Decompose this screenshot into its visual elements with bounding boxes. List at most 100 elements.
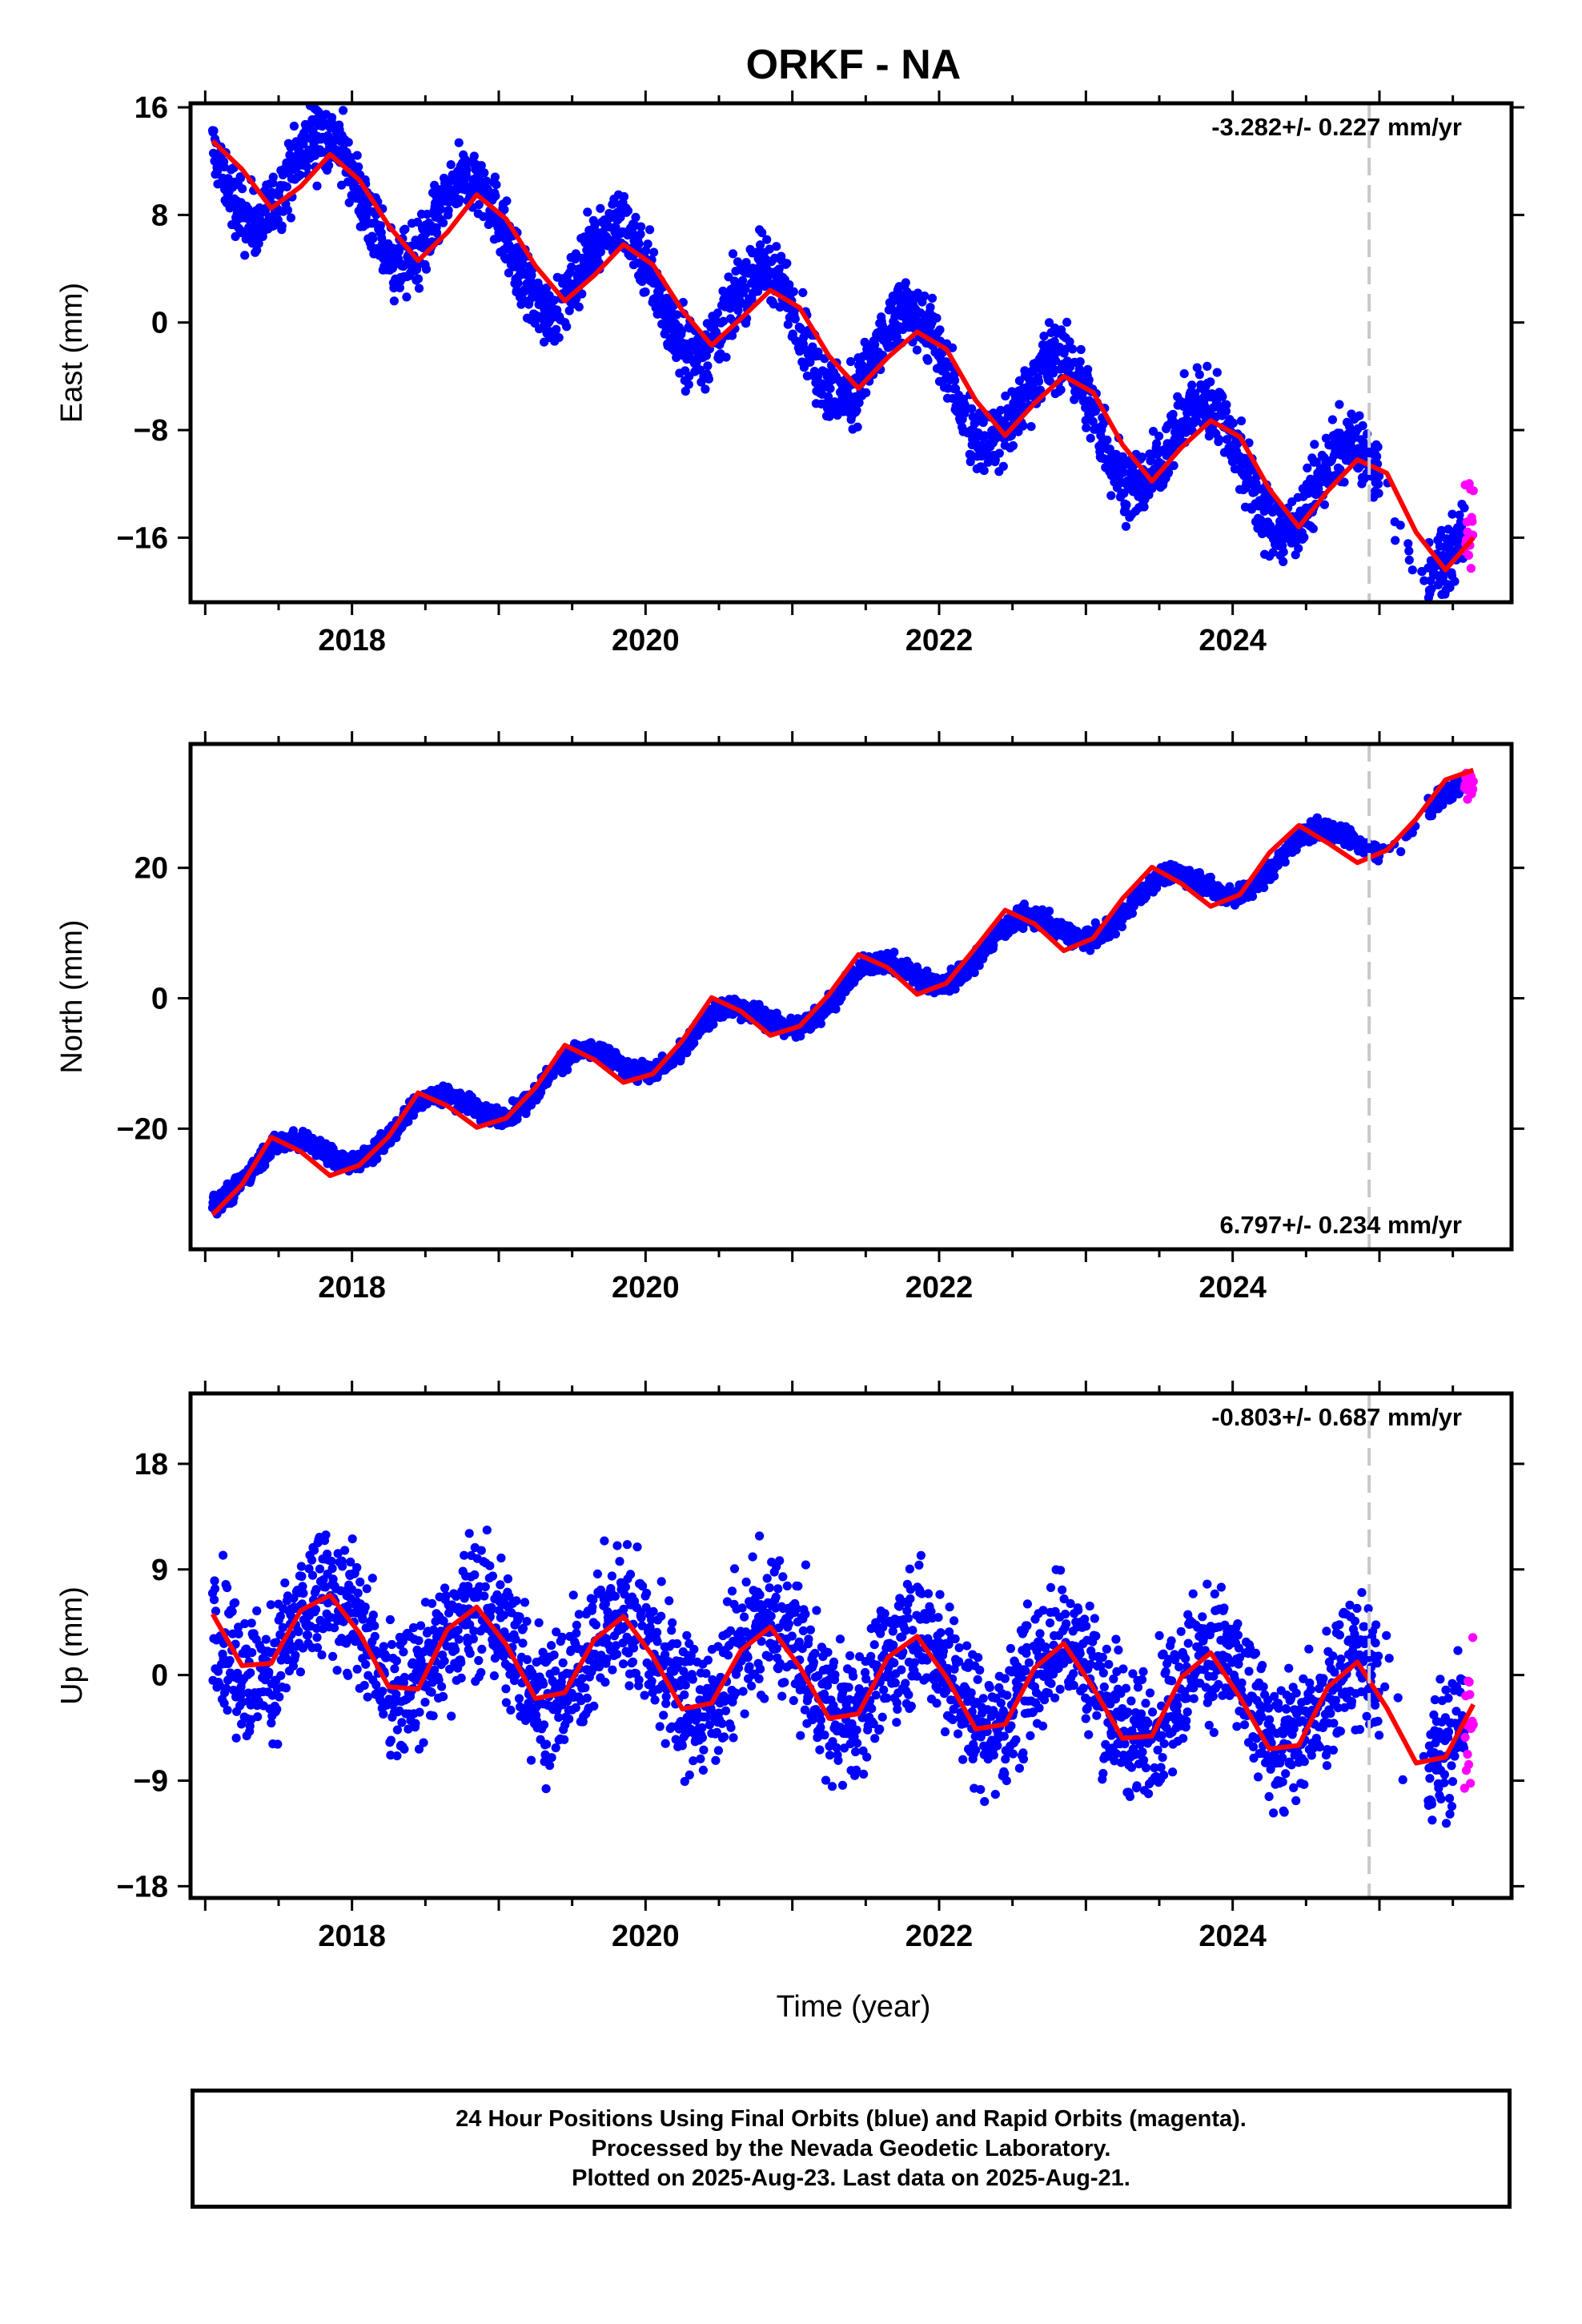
final-orbit-point xyxy=(854,398,864,408)
final-orbit-point xyxy=(1102,435,1112,445)
final-orbit-point xyxy=(208,148,219,158)
final-orbit-point xyxy=(1279,547,1288,557)
final-orbit-point xyxy=(404,1117,413,1127)
final-orbit-point xyxy=(1065,337,1074,347)
final-orbit-point xyxy=(935,325,945,335)
final-orbit-point xyxy=(492,180,501,190)
final-orbit-point xyxy=(631,212,640,222)
final-orbit-point xyxy=(1319,500,1329,509)
x-tick-label: 2020 xyxy=(612,624,680,657)
final-orbit-point xyxy=(1122,500,1131,510)
final-orbit-point xyxy=(1076,344,1086,355)
final-orbit-point xyxy=(703,361,713,371)
final-orbit-point xyxy=(352,151,362,160)
final-orbit-point xyxy=(480,168,489,178)
final-orbit-point xyxy=(733,306,743,316)
final-orbit-point xyxy=(394,247,404,256)
final-orbit-points xyxy=(207,772,1469,1219)
final-orbit-point xyxy=(1127,909,1137,919)
final-orbit-point xyxy=(728,249,738,259)
final-orbit-point xyxy=(1311,457,1321,467)
final-orbit-point xyxy=(701,351,712,360)
final-orbit-point xyxy=(636,229,645,239)
final-orbit-point xyxy=(783,320,793,329)
final-orbit-point xyxy=(327,113,337,123)
final-orbit-point xyxy=(1068,344,1078,354)
final-orbit-point xyxy=(1008,440,1018,451)
final-orbit-point xyxy=(1169,460,1178,471)
final-orbit-point xyxy=(1373,442,1383,452)
final-orbit-point xyxy=(282,182,291,191)
final-orbit-point xyxy=(455,195,464,204)
final-orbit-point xyxy=(400,224,410,234)
final-orbit-point xyxy=(238,184,247,194)
final-orbit-point xyxy=(980,431,990,440)
final-orbit-point xyxy=(209,126,219,135)
final-orbit-point xyxy=(889,947,899,957)
final-orbit-point xyxy=(504,268,514,278)
final-orbit-point xyxy=(762,235,772,244)
final-orbit-point xyxy=(816,1019,825,1028)
y-tick-label: 0 xyxy=(151,307,168,340)
final-orbit-point xyxy=(1321,433,1331,443)
final-orbit-point xyxy=(1335,400,1344,409)
final-orbit-point xyxy=(1218,392,1227,401)
plot-frame xyxy=(188,101,1514,605)
final-orbit-point xyxy=(741,283,750,294)
final-orbit-point xyxy=(1355,411,1364,420)
final-orbit-point xyxy=(852,405,861,415)
final-orbit-point xyxy=(413,274,424,283)
final-orbit-point xyxy=(831,1004,841,1014)
final-orbit-point xyxy=(643,239,652,249)
final-orbit-point xyxy=(1404,546,1414,556)
final-orbit-point xyxy=(788,329,797,339)
final-orbit-point xyxy=(1044,907,1054,916)
final-orbit-point xyxy=(1179,369,1189,379)
final-orbit-point xyxy=(1308,524,1318,533)
final-orbit-point xyxy=(1164,468,1174,477)
final-orbit-point xyxy=(482,176,492,186)
final-orbit-point xyxy=(1062,317,1072,327)
final-orbit-point xyxy=(1294,544,1303,553)
final-orbit-point xyxy=(1375,472,1384,481)
final-orbit-point xyxy=(813,372,822,381)
final-orbit-point xyxy=(805,357,815,367)
y-tick-label: −16 xyxy=(117,521,168,555)
final-orbit-point xyxy=(490,172,500,182)
final-orbit-point xyxy=(462,165,472,175)
final-orbit-point xyxy=(240,251,250,260)
final-orbit-point xyxy=(1203,361,1212,371)
final-orbit-point xyxy=(737,299,747,308)
final-orbit-point xyxy=(776,302,785,312)
final-orbit-point xyxy=(421,264,432,274)
final-orbit-point xyxy=(583,207,592,217)
final-orbit-point xyxy=(1195,871,1205,881)
final-orbit-point xyxy=(756,240,765,250)
final-orbit-point xyxy=(295,171,305,180)
final-orbit-point xyxy=(389,296,399,306)
final-orbit-points xyxy=(207,103,1469,602)
final-orbit-point xyxy=(950,376,960,385)
final-orbit-point xyxy=(727,331,737,340)
final-orbit-point xyxy=(1310,440,1319,449)
final-orbit-point xyxy=(354,162,363,171)
final-orbit-point xyxy=(1086,433,1095,443)
final-orbit-point xyxy=(677,327,686,336)
final-orbit-point xyxy=(307,1133,318,1144)
final-orbit-point xyxy=(825,384,835,393)
x-tick-label: 2022 xyxy=(905,624,974,657)
final-orbit-point xyxy=(1335,464,1345,474)
final-orbit-point xyxy=(268,172,278,182)
final-orbit-point xyxy=(772,242,781,251)
final-orbit-point xyxy=(1279,557,1288,567)
final-orbit-point xyxy=(1045,376,1055,386)
final-orbit-point xyxy=(1358,420,1367,431)
final-orbit-point xyxy=(926,303,935,312)
final-orbit-point xyxy=(536,1088,546,1097)
final-orbit-point xyxy=(236,173,246,183)
final-orbit-point xyxy=(1447,509,1457,519)
rapid-orbit-point xyxy=(1464,550,1474,561)
final-orbit-point xyxy=(247,239,257,248)
final-orbit-point xyxy=(920,292,930,301)
